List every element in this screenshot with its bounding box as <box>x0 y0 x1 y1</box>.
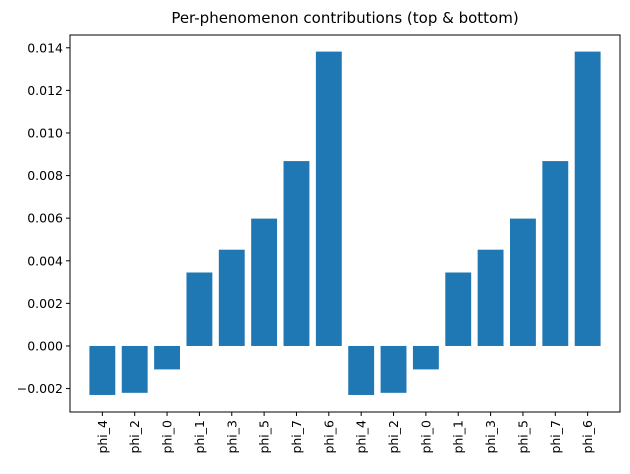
bar-phi-7-14 <box>542 161 569 346</box>
x-tick-label: phi_3 <box>483 420 498 454</box>
x-tick-label: phi_7 <box>548 420 563 454</box>
bar-phi-4-8 <box>348 345 375 395</box>
y-tick-label: 0.014 <box>27 40 63 55</box>
x-tick-label: phi_4 <box>95 420 110 454</box>
bar-phi-1-11 <box>445 272 472 346</box>
bar-phi-4-0 <box>89 345 116 395</box>
x-tick-label: phi_3 <box>224 420 239 454</box>
y-tick-label: 0.010 <box>27 125 63 140</box>
axes-frame <box>69 34 621 413</box>
bar-phi-0-2 <box>154 345 180 370</box>
plot-area: −0.002 0.000 0.002 0.004 0.006 0.008 0.010 0.01… <box>17 34 621 454</box>
x-tick-label: phi_2 <box>127 420 142 454</box>
bar-phi-2-9 <box>380 345 407 393</box>
y-tick-label: −0.002 <box>17 381 63 396</box>
y-tick-label: 0.008 <box>27 168 63 183</box>
x-tick-label: phi_0 <box>160 420 175 454</box>
bar-phi-6-15 <box>574 51 601 346</box>
bar-phi-7-6 <box>283 161 310 346</box>
bar-phi-5-13 <box>510 218 536 346</box>
x-tick-label: phi_5 <box>515 420 530 454</box>
chart-title: Per-phenomenon contributions (top & bott… <box>171 9 518 27</box>
x-tick-label: phi_4 <box>354 420 369 454</box>
bar-phi-3-12 <box>477 249 504 346</box>
bar-phi-2-1 <box>121 345 148 393</box>
y-tick-label: 0.002 <box>27 296 63 311</box>
x-tick-label: phi_5 <box>257 420 272 454</box>
bar-phi-5-5 <box>251 218 278 346</box>
bar-phi-3-4 <box>218 249 245 346</box>
x-tick-label: phi_6 <box>580 420 595 454</box>
y-tick-label: 0.012 <box>27 83 63 98</box>
x-tick-label: phi_1 <box>192 420 207 454</box>
x-tick-label: phi_1 <box>451 420 466 454</box>
x-tick-label: phi_0 <box>418 420 433 454</box>
bar-phi-0-10 <box>412 345 439 370</box>
bar-phi-1-3 <box>186 272 213 346</box>
y-tick-label: 0.004 <box>27 253 63 268</box>
x-tick-label: phi_2 <box>386 420 401 454</box>
y-tick-label: 0.000 <box>27 338 63 353</box>
x-tick-label: phi_7 <box>289 420 304 454</box>
y-tick-label: 0.006 <box>27 211 63 226</box>
bar-phi-6-7 <box>315 51 342 346</box>
x-tick-label: phi_6 <box>321 420 336 454</box>
